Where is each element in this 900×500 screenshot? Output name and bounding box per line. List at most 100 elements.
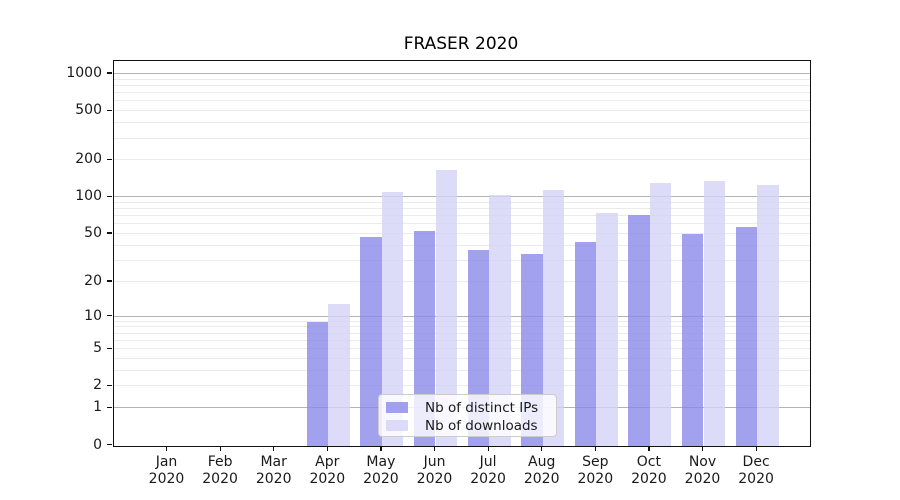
x-axis-tick-label: Dec 2020 <box>728 454 784 488</box>
x-axis-year: 2020 <box>309 470 346 487</box>
gridline-minor <box>114 100 810 102</box>
x-axis-month: Nov <box>688 453 717 470</box>
y-axis-tick-mark <box>107 195 112 198</box>
gridline-minor <box>114 122 810 124</box>
y-axis-tick-mark <box>107 347 112 349</box>
x-axis-month: Jul <box>479 453 497 470</box>
x-axis-tick-mark <box>487 445 489 451</box>
x-axis-tick-mark <box>701 445 704 451</box>
y-axis-tick-label: 1 <box>93 399 102 416</box>
legend: Nb of distinct IPs Nb of downloads <box>378 394 557 437</box>
bar-downloads <box>596 213 618 446</box>
x-axis-year: 2020 <box>148 470 185 487</box>
gridline-major <box>114 72 810 74</box>
legend-swatch-downloads <box>386 420 408 431</box>
gridline-minor <box>114 159 810 161</box>
x-axis-tick-mark <box>165 445 168 451</box>
gridline-minor <box>114 137 810 139</box>
plot-area: Nb of distinct IPs Nb of downloads <box>113 60 811 447</box>
bar-downloads <box>328 303 350 446</box>
gridline-minor <box>114 385 810 387</box>
x-axis-tick-mark <box>219 445 221 451</box>
x-axis-tick-mark <box>755 445 757 451</box>
x-axis-tick-label: Aug 2020 <box>514 454 570 488</box>
chart-title: FRASER 2020 <box>403 34 519 54</box>
gridline-minor <box>114 208 810 210</box>
y-axis-tick-mark <box>107 406 112 408</box>
gridline-minor <box>114 357 810 359</box>
y-axis-tick-label: 5 <box>93 340 102 357</box>
gridline-minor <box>114 215 810 217</box>
x-axis-tick-label: Mar 2020 <box>246 454 302 488</box>
x-axis-month: Sep <box>582 453 609 470</box>
y-axis-tick-label: 100 <box>75 188 102 205</box>
x-axis-tick-mark <box>273 445 275 451</box>
gridline-minor <box>114 78 810 80</box>
legend-row-downloads: Nb of downloads <box>386 417 556 434</box>
bar-distinct-ips <box>735 227 758 446</box>
y-axis-tick-mark <box>107 109 112 111</box>
gridline-minor <box>114 92 810 94</box>
y-axis-tick-label: 2 <box>93 377 102 394</box>
x-axis-tick-label: Apr 2020 <box>299 454 355 488</box>
x-axis-month: Feb <box>207 453 233 470</box>
bar-distinct-ips <box>360 237 382 446</box>
x-axis-year: 2020 <box>416 470 453 487</box>
x-axis-month: Apr <box>315 453 340 470</box>
x-axis-year: 2020 <box>363 470 399 487</box>
bar-downloads <box>435 170 458 446</box>
x-axis-tick-label: Jan 2020 <box>139 454 195 488</box>
gridline-minor <box>114 110 810 112</box>
x-axis-tick-label: Feb 2020 <box>192 454 248 488</box>
gridline-minor <box>114 326 810 328</box>
bar-downloads <box>489 195 511 446</box>
gridline-major <box>114 315 810 317</box>
x-axis-year: 2020 <box>577 470 614 487</box>
y-axis-tick-mark <box>107 280 112 282</box>
x-axis-year: 2020 <box>631 470 667 487</box>
x-axis-year: 2020 <box>523 470 560 487</box>
gridline-major <box>114 196 810 198</box>
gridline-minor <box>114 320 810 322</box>
y-axis-tick-label: 10 <box>84 307 102 324</box>
gridline-minor <box>114 201 810 203</box>
gridline-minor <box>114 233 810 234</box>
bar-distinct-ips <box>574 241 597 446</box>
bar-downloads <box>381 192 404 446</box>
x-axis-tick-mark <box>648 445 650 451</box>
gridline-minor <box>114 369 810 371</box>
x-axis-month: Aug <box>528 453 556 470</box>
legend-swatch-distinct-ips <box>386 402 408 413</box>
x-axis-year: 2020 <box>684 470 721 487</box>
x-axis-month: Jan <box>155 453 178 470</box>
x-axis-tick-label: Nov 2020 <box>675 454 731 488</box>
bar-distinct-ips <box>681 234 704 446</box>
gridline-minor <box>114 244 810 246</box>
gridline-minor <box>114 223 810 225</box>
x-axis-month: Oct <box>636 453 661 470</box>
x-axis-month: May <box>366 453 396 470</box>
x-axis-month: Mar <box>260 453 287 470</box>
y-axis-tick-mark <box>107 158 112 160</box>
x-axis-tick-label: Jul 2020 <box>460 454 516 488</box>
x-axis-tick-mark <box>433 445 436 451</box>
y-axis-tick-mark <box>107 444 112 446</box>
x-axis-tick-mark <box>541 445 543 451</box>
y-axis-tick-label: 0 <box>93 436 102 453</box>
y-axis-tick-label: 50 <box>84 224 102 241</box>
x-axis-year: 2020 <box>470 470 506 487</box>
bar-distinct-ips <box>628 214 650 446</box>
x-axis-tick-mark <box>594 445 596 451</box>
gridline-minor <box>114 339 810 341</box>
x-axis-tick-label: Oct 2020 <box>621 454 677 488</box>
legend-row-distinct-ips: Nb of distinct IPs <box>386 399 556 416</box>
gridline-minor <box>114 332 810 334</box>
gridline-minor <box>114 259 810 261</box>
legend-label-distinct-ips: Nb of distinct IPs <box>425 399 539 416</box>
bar-downloads <box>703 181 726 446</box>
x-axis-tick-label: Jun 2020 <box>407 454 463 488</box>
bar-downloads <box>757 184 779 446</box>
bar-downloads <box>649 182 672 446</box>
x-axis-tick-mark <box>380 445 382 451</box>
